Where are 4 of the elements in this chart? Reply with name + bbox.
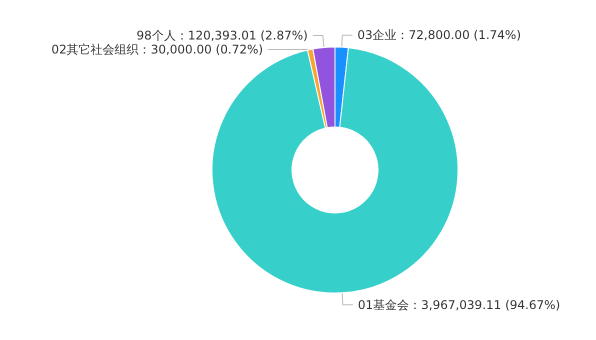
slice-label: 02其它社会组织：30,000.00 (0.72%)	[51, 42, 264, 57]
slice-label: 98个人：120,393.01 (2.87%)	[136, 28, 308, 43]
slice-label: 01基金会：3,967,039.11 (94.67%)	[358, 298, 560, 312]
slice-label: 03企业：72,800.00 (1.74%)	[357, 28, 522, 42]
